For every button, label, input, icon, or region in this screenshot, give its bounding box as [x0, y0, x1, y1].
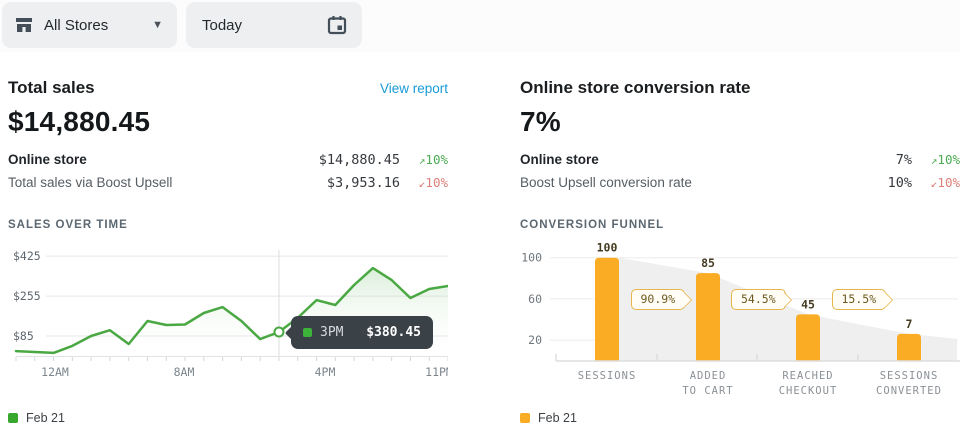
funnel-chart-legend: Feb 21: [520, 411, 577, 425]
sales-metric-rows: Online store $14,880.45 ↗10% Total sales…: [8, 152, 448, 198]
boost-upsell-rate-value: 10%: [887, 175, 912, 191]
svg-text:$255: $255: [13, 289, 41, 303]
chevron-down-icon: ▼: [152, 19, 163, 31]
svg-text:CONVERTED: CONVERTED: [876, 385, 942, 397]
legend-label: Feb 21: [26, 411, 65, 425]
svg-text:20: 20: [528, 333, 542, 347]
svg-text:REACHED: REACHED: [782, 370, 833, 382]
total-sales-amount: $14,880.45: [8, 106, 151, 137]
topbar: All Stores ▼ Today: [0, 0, 960, 52]
chart-tooltip: 3PM $380.45: [291, 316, 433, 349]
legend-swatch-icon: [520, 413, 530, 423]
svg-text:4PM: 4PM: [315, 365, 336, 379]
svg-text:$425: $425: [13, 249, 41, 263]
online-store-rate-value: 7%: [895, 152, 912, 168]
delta-badge: ↙10%: [930, 175, 960, 190]
metric-row-boost-upsell: Total sales via Boost Upsell $3,953.16 ↙…: [8, 175, 448, 191]
svg-text:$85: $85: [13, 329, 34, 343]
conversion-funnel-heading: CONVERSION FUNNEL: [520, 219, 665, 231]
svg-text:100: 100: [521, 251, 542, 265]
online-store-sales-value: $14,880.45: [318, 152, 400, 168]
trend-up-icon: ↗: [930, 154, 938, 167]
svg-text:CHECKOUT: CHECKOUT: [779, 385, 838, 397]
storefront-icon: [14, 15, 34, 35]
date-selector-button[interactable]: Today: [186, 2, 362, 48]
legend-swatch-icon: [303, 328, 312, 337]
svg-text:45: 45: [801, 297, 815, 311]
conversion-metric-rows: Online store 7% ↗10% Boost Upsell conver…: [520, 152, 960, 198]
sales-chart-legend: Feb 21: [8, 411, 65, 425]
conversion-badge: 15.5%: [831, 289, 887, 310]
conversion-rate-panel: Online store conversion rate 7% Online s…: [520, 0, 960, 431]
conversion-funnel-chart[interactable]: 100 60 20 100 85 45 7 SESSIONS ADDED TO CART REACH…: [520, 238, 960, 403]
tooltip-time: 3PM: [320, 325, 344, 340]
svg-text:TO CART: TO CART: [682, 385, 733, 397]
delta-badge: ↙10%: [418, 175, 448, 190]
trend-down-icon: ↙: [418, 177, 426, 190]
svg-text:8AM: 8AM: [174, 365, 195, 379]
store-selector-button[interactable]: All Stores ▼: [2, 2, 177, 48]
sales-line-chart[interactable]: $425 $255 $85 12AM 8AM 4PM 11PM 3PM $380.45: [8, 238, 448, 403]
sales-over-time-heading: SALES OVER TIME: [8, 219, 128, 231]
delta-badge: ↗10%: [930, 152, 960, 167]
svg-text:11PM: 11PM: [425, 365, 448, 379]
svg-text:12AM: 12AM: [41, 365, 69, 379]
trend-up-icon: ↗: [418, 154, 426, 167]
metric-row-boost-upsell-rate: Boost Upsell conversion rate 10% ↙10%: [520, 175, 960, 191]
svg-text:SESSIONS: SESSIONS: [880, 370, 939, 382]
date-selector-label: Today: [202, 16, 243, 34]
metric-row-online-store: Online store $14,880.45 ↗10%: [8, 152, 448, 168]
metric-row-online-store-rate: Online store 7% ↗10%: [520, 152, 960, 168]
svg-text:SESSIONS: SESSIONS: [578, 370, 637, 382]
tooltip-value: $380.45: [366, 325, 421, 340]
delta-badge: ↗10%: [418, 152, 448, 167]
legend-swatch-icon: [8, 413, 18, 423]
boost-upsell-sales-value: $3,953.16: [326, 175, 400, 191]
svg-text:85: 85: [701, 256, 715, 270]
conversion-badge: 54.5%: [731, 289, 786, 310]
trend-down-icon: ↙: [930, 177, 938, 190]
store-selector-label: All Stores: [44, 16, 109, 34]
page-title-conversion-rate: Online store conversion rate: [520, 78, 751, 97]
conversion-badge: 90.9%: [630, 289, 686, 310]
svg-text:60: 60: [528, 292, 542, 306]
svg-text:7: 7: [906, 317, 913, 331]
page-title-total-sales: Total sales: [8, 78, 95, 97]
view-report-link[interactable]: View report: [379, 81, 448, 96]
calendar-icon: [326, 14, 348, 36]
svg-text:100: 100: [597, 241, 618, 255]
legend-label: Feb 21: [538, 411, 577, 425]
svg-text:ADDED: ADDED: [690, 370, 727, 382]
conversion-rate-amount: 7%: [520, 106, 561, 137]
total-sales-panel: Total sales View report $14,880.45 Onlin…: [8, 0, 448, 431]
